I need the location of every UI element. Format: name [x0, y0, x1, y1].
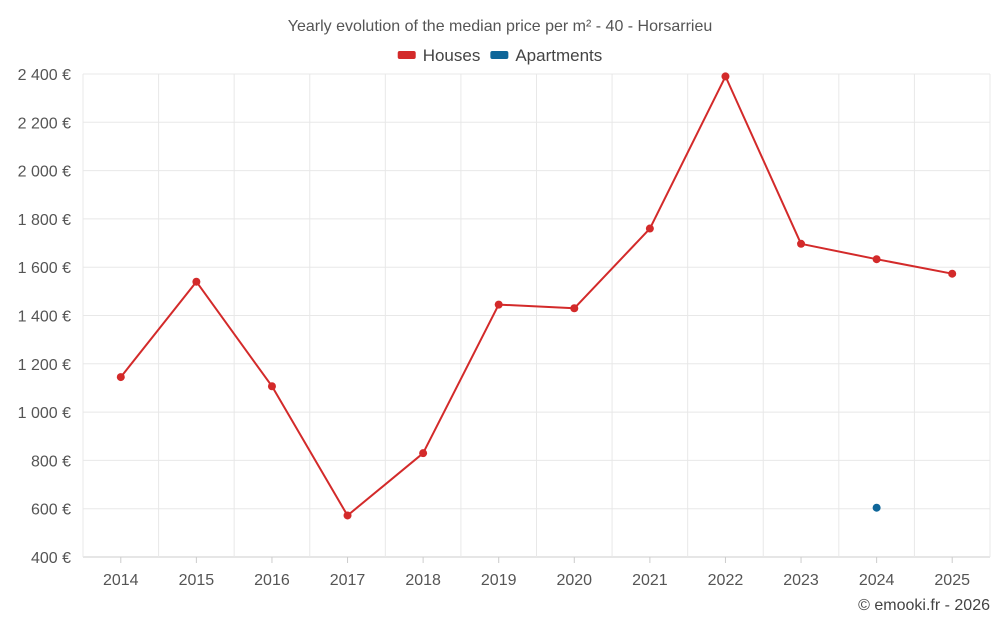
- x-tick-label: 2022: [708, 572, 744, 589]
- data-point-houses[interactable]: [797, 239, 806, 248]
- legend-label: Apartments: [515, 46, 602, 65]
- x-tick-label: 2014: [103, 572, 139, 589]
- x-axis: 2014 2015 2016 2017 2018 2019 2020 2021 2022 2023…: [103, 572, 970, 589]
- data-point-houses[interactable]: [192, 277, 201, 286]
- y-tick-label: 2 200 €: [18, 115, 71, 132]
- y-tick-label: 1 600 €: [18, 260, 71, 277]
- data-point-houses[interactable]: [721, 72, 730, 81]
- legend-swatch: [397, 51, 416, 59]
- series-layer: [116, 72, 957, 520]
- y-tick-label: 400 €: [31, 550, 71, 567]
- series-line-houses: [120, 75, 953, 517]
- data-point-houses[interactable]: [948, 269, 957, 278]
- y-axis: 400 € 600 € 800 € 1 000 € 1 200 € 1 400 € 1 60…: [18, 67, 71, 567]
- x-tick-label: 2019: [481, 572, 517, 589]
- legend-item-apartments[interactable]: Apartments: [490, 46, 602, 65]
- y-tick-label: 1 000 €: [18, 405, 71, 422]
- x-tick-label: 2020: [556, 572, 592, 589]
- x-tick-label: 2025: [934, 572, 970, 589]
- x-tick-label: 2015: [179, 572, 215, 589]
- data-point-houses[interactable]: [116, 373, 125, 382]
- legend[interactable]: Houses Apartments: [397, 46, 603, 65]
- data-point-houses[interactable]: [494, 300, 503, 309]
- y-tick-label: 1 800 €: [18, 212, 71, 229]
- legend-label: Houses: [423, 46, 481, 65]
- y-tick-label: 600 €: [31, 502, 71, 519]
- legend-swatch: [490, 51, 509, 59]
- data-point-houses[interactable]: [570, 304, 579, 313]
- x-tick-label: 2018: [405, 572, 441, 589]
- series-houses: [116, 72, 957, 520]
- grid: [82, 73, 991, 563]
- data-point-houses[interactable]: [645, 224, 654, 233]
- y-tick-label: 2 400 €: [18, 67, 71, 84]
- series-apartments: [872, 503, 881, 512]
- data-point-houses[interactable]: [419, 449, 428, 458]
- x-tick-label: 2017: [330, 572, 366, 589]
- x-tick-label: 2024: [859, 572, 895, 589]
- legend-item-houses[interactable]: Houses: [397, 46, 481, 65]
- data-point-houses[interactable]: [872, 255, 881, 264]
- chart-title: Yearly evolution of the median price per…: [288, 18, 713, 35]
- data-point-houses[interactable]: [343, 511, 352, 520]
- y-tick-label: 1 400 €: [18, 309, 71, 326]
- x-tick-label: 2021: [632, 572, 668, 589]
- credit-text: © emooki.fr - 2026: [858, 597, 990, 614]
- x-tick-label: 2016: [254, 572, 290, 589]
- data-point-apartments[interactable]: [872, 503, 881, 512]
- data-point-houses[interactable]: [267, 382, 276, 391]
- y-tick-label: 1 200 €: [18, 357, 71, 374]
- y-tick-label: 800 €: [31, 453, 71, 470]
- y-tick-label: 2 000 €: [18, 164, 71, 181]
- x-tick-label: 2023: [783, 572, 819, 589]
